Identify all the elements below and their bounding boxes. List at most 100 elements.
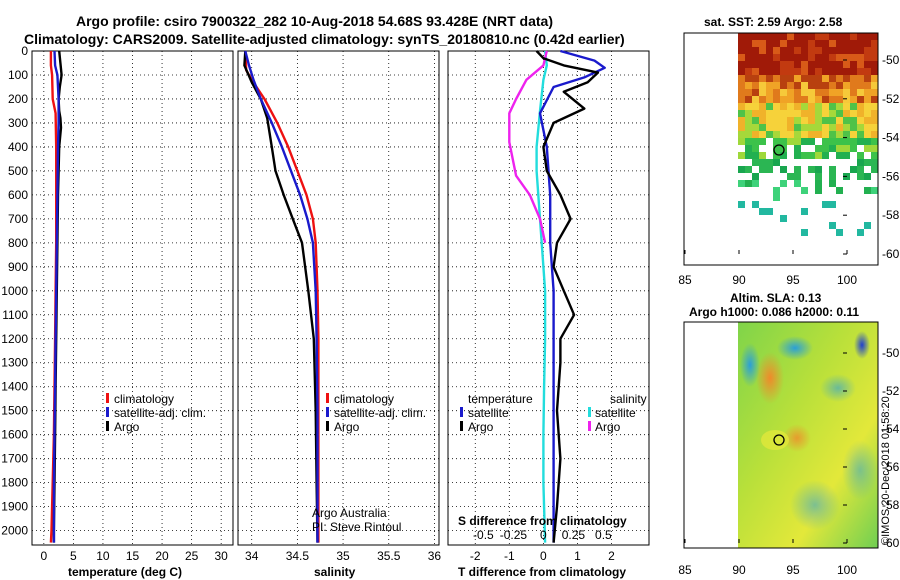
sst-cell bbox=[752, 103, 759, 110]
sst-cell bbox=[857, 117, 864, 124]
sst-cell bbox=[871, 187, 878, 194]
legend-argo-label: Argo bbox=[334, 420, 360, 434]
sst-cell bbox=[759, 152, 766, 159]
sst-cell bbox=[822, 40, 829, 47]
salinity-lines bbox=[243, 50, 320, 543]
sst-cell bbox=[738, 166, 745, 173]
sla-warm-eddy bbox=[783, 424, 811, 452]
sst-cell bbox=[850, 61, 857, 68]
depth-tick-label: 600 bbox=[8, 188, 28, 202]
sst-cell bbox=[843, 68, 850, 75]
sla-cool-eddy bbox=[842, 440, 878, 500]
s-tick-label: 0 bbox=[540, 528, 547, 542]
salinity-x-ticks: 34 34.5 35 35.5 36 bbox=[245, 549, 441, 563]
sst-cell bbox=[745, 47, 752, 54]
sst-cell bbox=[815, 124, 822, 131]
sst-cell bbox=[857, 159, 864, 166]
sst-cell bbox=[871, 166, 878, 173]
sst-cell bbox=[766, 61, 773, 68]
sst-cell bbox=[808, 89, 815, 96]
sst-cell bbox=[794, 152, 801, 159]
sst-cell bbox=[871, 110, 878, 117]
sst-cell bbox=[794, 47, 801, 54]
sst-cell bbox=[822, 145, 829, 152]
sst-cell bbox=[843, 96, 850, 103]
sst-cell bbox=[780, 124, 787, 131]
map-x-tick-label: 100 bbox=[837, 273, 857, 287]
sst-cell bbox=[794, 89, 801, 96]
sst-cell bbox=[794, 138, 801, 145]
sst-cell bbox=[843, 75, 850, 82]
sst-cell bbox=[857, 61, 864, 68]
sst-heatmap-cells bbox=[738, 33, 878, 236]
sst-cell bbox=[857, 131, 864, 138]
sst-cell bbox=[815, 54, 822, 61]
legend-satellite-swatch bbox=[326, 407, 329, 417]
sst-cell bbox=[836, 145, 843, 152]
sst-cell bbox=[822, 82, 829, 89]
sst-cell bbox=[829, 47, 836, 54]
legend-argo-swatch bbox=[326, 421, 329, 431]
difference-x-ticks: -2 -1 0 1 2 bbox=[470, 549, 615, 563]
map-x-tick-label: 95 bbox=[786, 273, 800, 287]
sst-cell bbox=[759, 131, 766, 138]
series-line-satellite-adj-clim- bbox=[244, 50, 319, 543]
sst-cell bbox=[801, 61, 808, 68]
sst-cell bbox=[752, 180, 759, 187]
imos-credit: ©IMOS 20-Dec-2018 01:58:20 bbox=[880, 396, 892, 545]
map-y-tick-label: -58 bbox=[882, 498, 900, 512]
sla-cool-eddy bbox=[854, 331, 870, 359]
sst-cell bbox=[829, 54, 836, 61]
sst-map-x-ticks: 85 90 95 100 bbox=[678, 250, 857, 287]
map-y-tick-label: -60 bbox=[882, 247, 900, 261]
sst-cell bbox=[836, 138, 843, 145]
sst-cell bbox=[773, 47, 780, 54]
sst-cell bbox=[864, 222, 871, 229]
sst-cell bbox=[773, 152, 780, 159]
map-x-tick-label: 85 bbox=[678, 563, 692, 577]
sst-cell bbox=[836, 75, 843, 82]
map-y-tick-label: -52 bbox=[882, 384, 900, 398]
sst-cell bbox=[801, 96, 808, 103]
legend-t-satellite-swatch bbox=[460, 407, 463, 417]
sst-cell bbox=[836, 33, 843, 40]
sst-cell bbox=[857, 166, 864, 173]
sst-cell bbox=[871, 124, 878, 131]
sst-cell bbox=[829, 103, 836, 110]
sst-cell bbox=[850, 124, 857, 131]
sst-cell bbox=[836, 152, 843, 159]
sst-cell bbox=[808, 75, 815, 82]
sst-cell bbox=[850, 82, 857, 89]
sst-cell bbox=[843, 124, 850, 131]
sst-cell bbox=[829, 96, 836, 103]
sst-cell bbox=[745, 40, 752, 47]
sst-cell bbox=[766, 54, 773, 61]
sst-cell bbox=[745, 138, 752, 145]
sst-cell bbox=[829, 222, 836, 229]
sst-cell bbox=[850, 33, 857, 40]
sst-cell bbox=[752, 173, 759, 180]
sst-cell bbox=[843, 152, 850, 159]
temperature-grid bbox=[32, 50, 233, 545]
sst-cell bbox=[752, 33, 759, 40]
sst-cell bbox=[871, 61, 878, 68]
sst-cell bbox=[780, 68, 787, 75]
sst-cell bbox=[780, 61, 787, 68]
sst-cell bbox=[794, 173, 801, 180]
sst-cell bbox=[871, 117, 878, 124]
sst-cell bbox=[815, 180, 822, 187]
sst-cell bbox=[822, 110, 829, 117]
depth-tick-label: 1200 bbox=[1, 332, 28, 346]
sst-cell bbox=[871, 82, 878, 89]
credit-argo-australia: Argo Australia bbox=[312, 506, 387, 520]
sst-cell bbox=[759, 124, 766, 131]
s-difference-xlabel: S difference from climatology bbox=[458, 514, 627, 528]
sst-cell bbox=[794, 96, 801, 103]
sst-cell bbox=[864, 89, 871, 96]
sla-map-title: Altim. SLA: 0.13 bbox=[730, 291, 822, 305]
sst-cell bbox=[871, 75, 878, 82]
sst-cell bbox=[766, 131, 773, 138]
sst-cell bbox=[871, 89, 878, 96]
sla-map-subtitle: Argo h1000: 0.086 h2000: 0.11 bbox=[689, 305, 859, 319]
